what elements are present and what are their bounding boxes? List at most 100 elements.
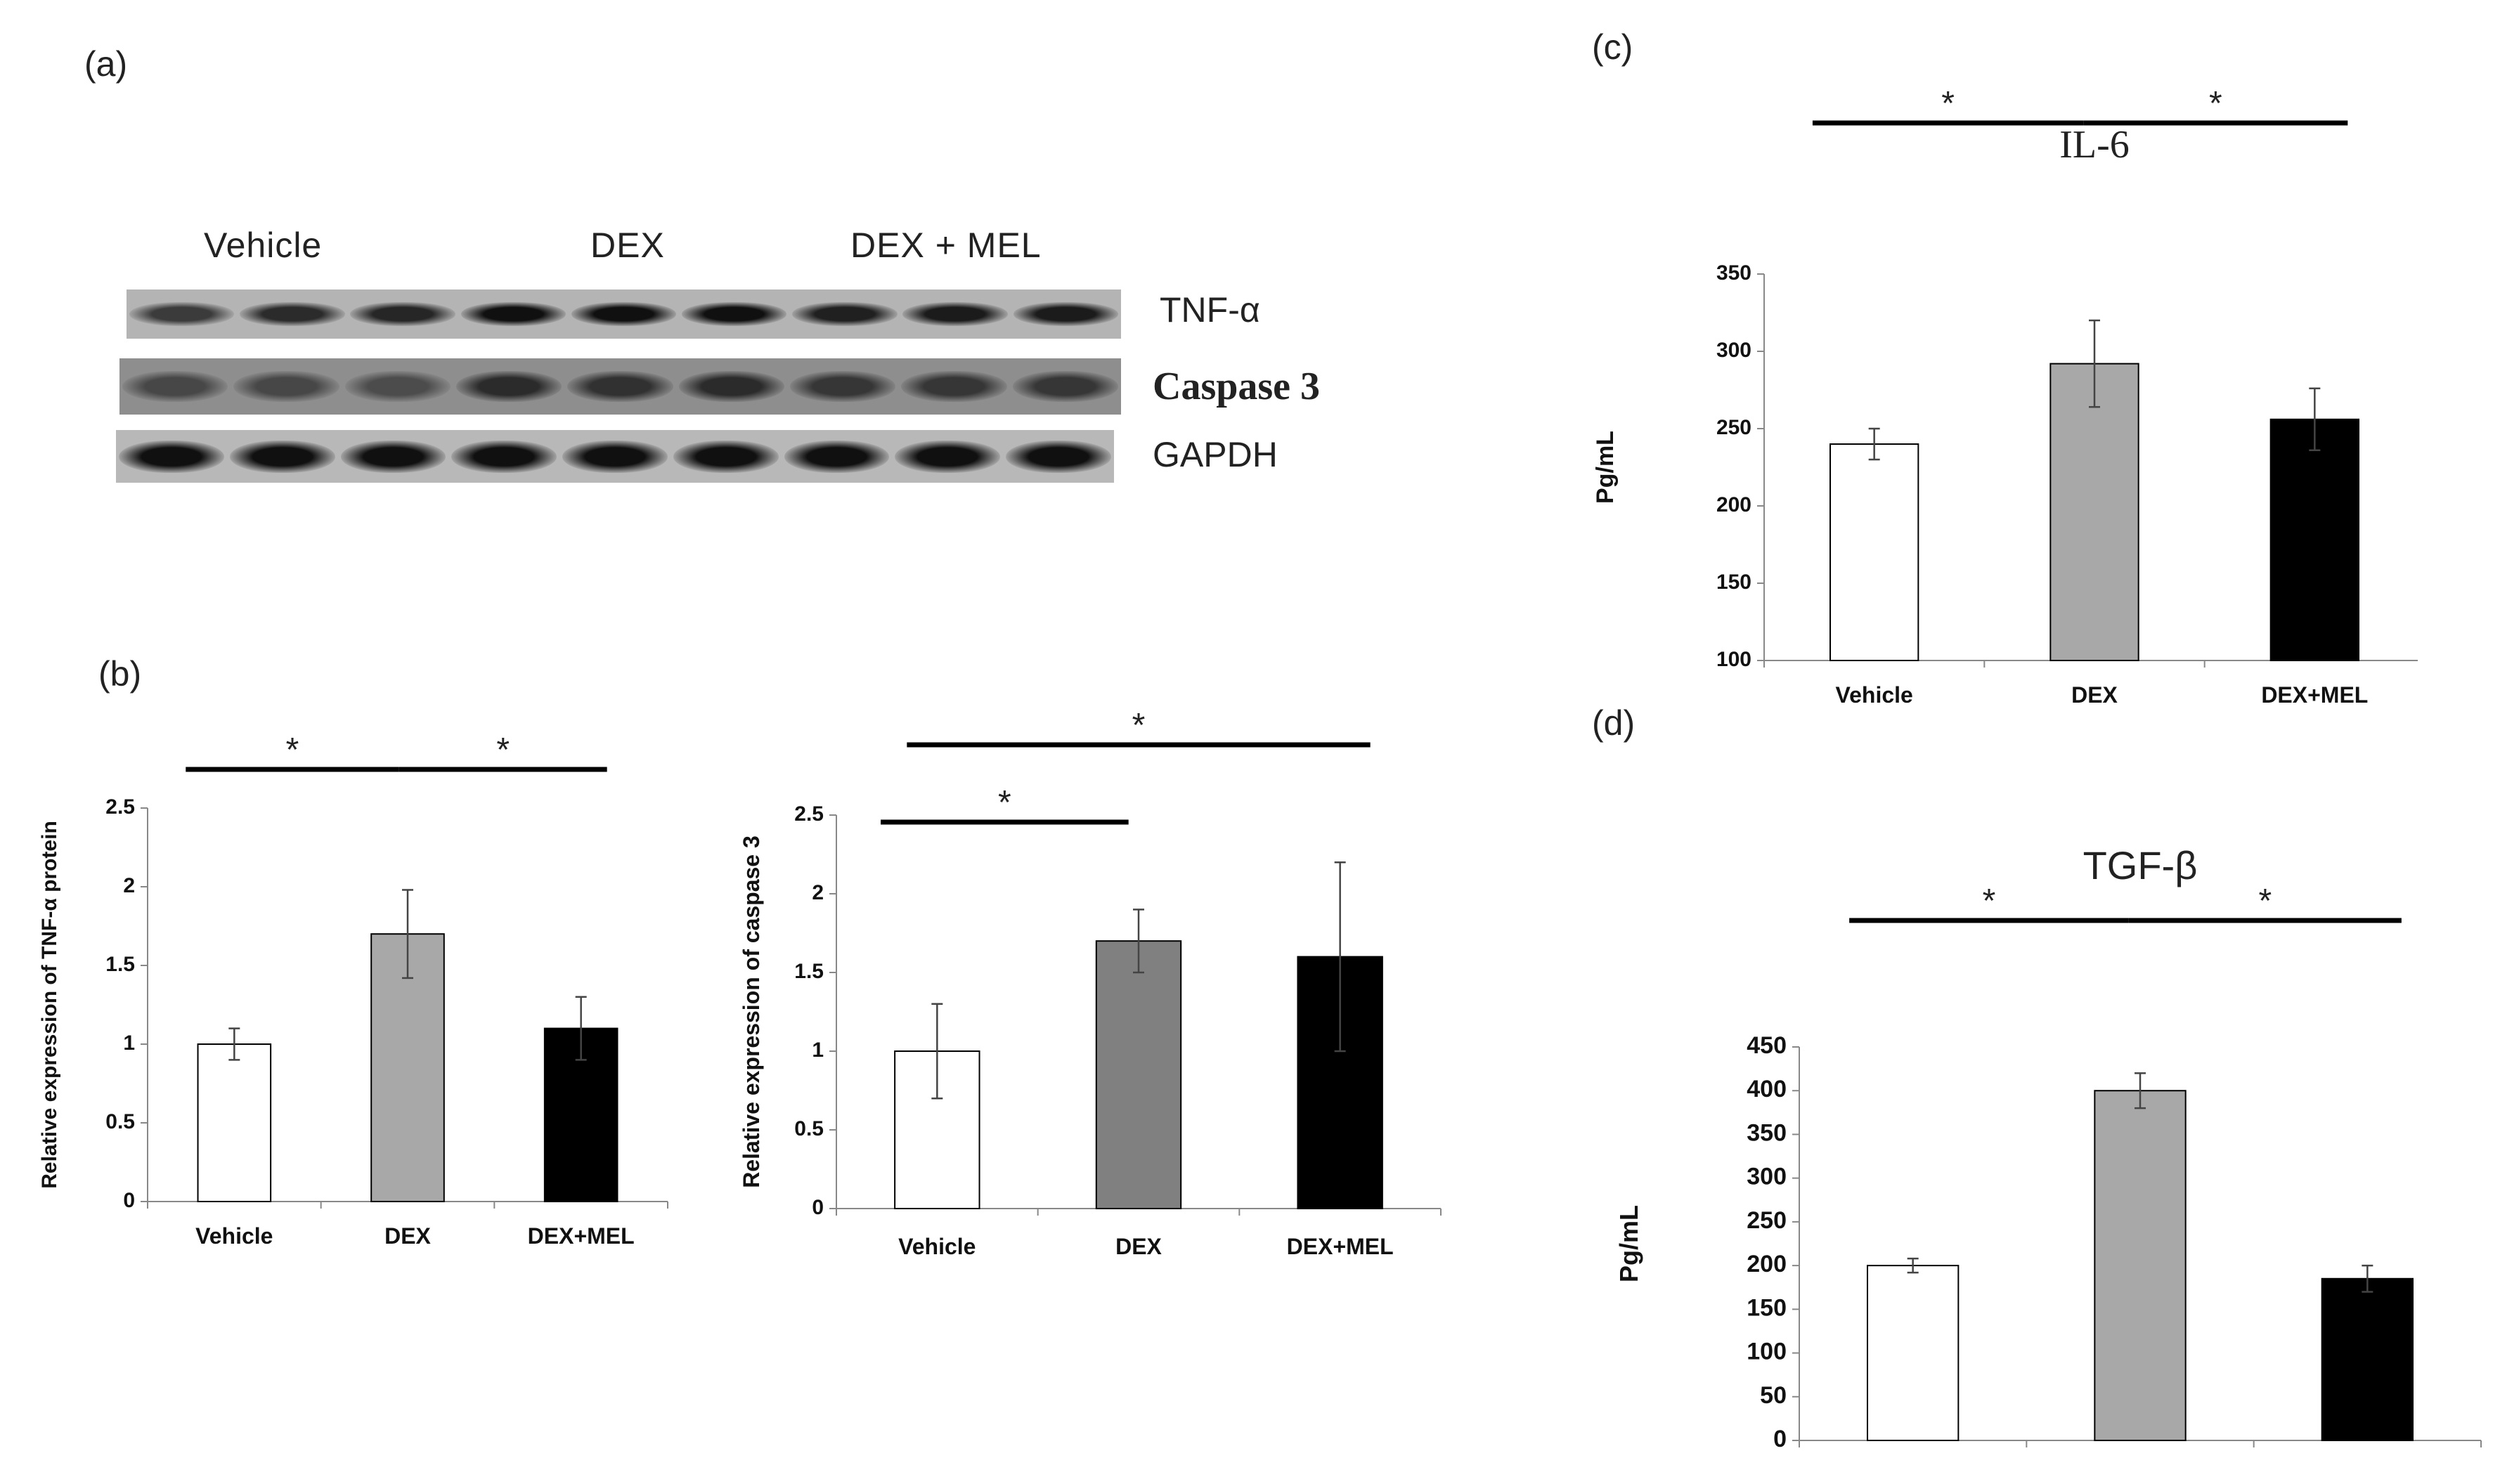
significance-star: * [1132,707,1146,744]
x-category-label: DEX [2071,682,2118,708]
blot-band [350,302,455,326]
y-tick-label: 1.5 [794,960,824,983]
panel-label-d: (d) [1592,703,1636,743]
blot-band [118,440,224,473]
blot-band [344,371,451,402]
y-axis-label: Pg/mL [1614,1205,1643,1282]
y-tick-label: 100 [1747,1339,1787,1365]
bar-vehicle [197,1043,272,1202]
blot-group-vehicle: Vehicle [204,226,323,265]
x-category-label: DEX+MEL [528,1223,635,1249]
blot-label-gapdh: GAPDH [1153,435,1278,474]
bar-vehicle [1867,1265,1960,1441]
y-tick-label: 250 [1716,416,1751,439]
y-axis-label: Relative expression of TNF-α protein [38,821,61,1189]
y-tick-label: 150 [1716,571,1751,594]
blot-label-caspase3: Caspase 3 [1153,365,1321,408]
blot-band [789,371,896,402]
chart-il6: IL-6 100 150 200 250 300 350 Vehicle DEX DEX+MEL P… [1592,91,2418,708]
y-tick-label: 100 [1716,648,1751,671]
blot-group-dex: DEX [590,226,665,265]
blot-band [451,440,557,473]
blot-band [902,302,1008,326]
y-tick-label: 450 [1747,1032,1787,1059]
y-axis-label: Pg/mL [1592,431,1619,504]
significance-star: * [1941,91,1955,122]
y-tick-label: 0 [812,1196,824,1219]
x-category-label: DEX+MEL [2261,682,2368,708]
blot-band [562,440,668,473]
bar-dex-mel [2321,1277,2414,1441]
bar-dex [2094,1090,2187,1441]
blot-band [571,302,677,326]
blot-band [240,302,345,326]
panel-label-a: (a) [84,44,128,84]
x-category-label: DEX+MEL [1287,1234,1394,1259]
blot-band [673,440,779,473]
bar-dex [2049,363,2139,661]
y-tick-label: 0 [123,1189,135,1212]
y-axis-label: Relative expression of caspase 3 [739,835,764,1188]
blot-band [229,440,335,473]
chart-title: TGF-β [2083,843,2198,887]
y-tick-label: 0 [1773,1426,1787,1452]
western-blot: Vehicle DEX DEX + MEL TNF-α Caspase 3 GA… [112,225,1378,506]
chart-tnf-alpha: 0 0.5 1 1.5 2 2.5 Vehicle DEX DEX+MEL Relative ex… [38,731,668,1249]
x-category-label: Vehicle [1836,682,1913,708]
blot-band [1013,302,1119,326]
chart-caspase3: 0 0.5 1 1.5 2 2.5 Vehicle DEX DEX+MEL Relative ex… [739,707,1442,1259]
blot-band [455,371,562,402]
x-category-label: DEX [1115,1234,1162,1259]
bar-dex [1095,940,1182,1209]
significance-star: * [2258,883,2272,920]
blot-band [129,302,235,326]
y-tick-label: 200 [1716,493,1751,516]
y-tick-label: 200 [1747,1251,1787,1277]
x-category-label: Vehicle [195,1223,273,1249]
y-tick-label: 2 [812,881,824,904]
blot-band [460,302,566,326]
y-tick-label: 2.5 [794,802,824,826]
y-tick-label: 350 [1747,1119,1787,1146]
bar-vehicle [1829,443,1919,661]
panel-label-c: (c) [1592,27,1633,67]
blot-band [792,302,898,326]
y-tick-label: 50 [1760,1382,1787,1409]
blot-band [567,371,673,402]
blot-band [784,440,890,473]
significance-star: * [496,731,510,769]
bar-dex-mel [2269,418,2360,661]
y-tick-label: 300 [1747,1164,1787,1190]
y-tick-label: 150 [1747,1294,1787,1321]
y-tick-label: 300 [1716,339,1751,362]
y-tick-label: 0.5 [794,1117,824,1140]
blot-band [340,440,446,473]
blot-group-dex-mel: DEX + MEL [850,226,1042,265]
blot-band [1006,440,1112,473]
x-category-label: Vehicle [898,1234,976,1259]
blot-label-tnf: TNF-α [1160,290,1260,330]
blot-strip-tnf [127,289,1121,339]
blot-band [233,371,339,402]
y-tick-label: 1.5 [105,953,135,976]
panel-label-b: (b) [98,654,142,694]
y-tick-label: 400 [1747,1076,1787,1102]
chart-title: IL-6 [2059,123,2130,167]
y-tick-label: 1 [123,1031,135,1055]
y-tick-label: 2 [123,874,135,897]
significance-star: * [2209,91,2222,122]
significance-star: * [1983,883,1996,920]
x-category-label: DEX [384,1223,431,1249]
y-tick-label: 250 [1747,1207,1787,1234]
significance-star: * [998,784,1011,821]
blot-band [122,371,228,402]
y-tick-label: 2.5 [105,795,135,819]
significance-star: * [286,731,299,769]
blot-band [678,371,785,402]
blot-strip-gapdh [116,430,1114,483]
blot-band [895,440,1001,473]
blot-band [682,302,787,326]
blot-band [1012,371,1119,402]
blot-strip-caspase3 [119,358,1121,415]
blot-band [901,371,1007,402]
